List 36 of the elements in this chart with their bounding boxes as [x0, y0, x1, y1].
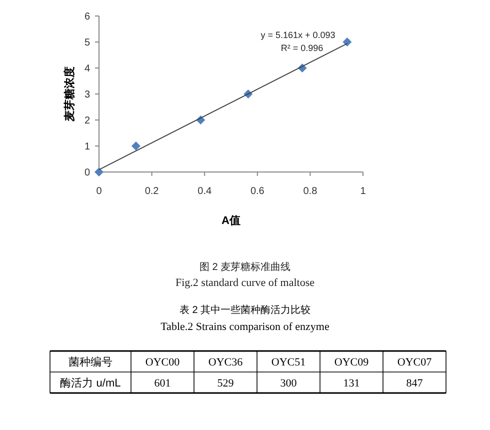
category-label: OYC07 [397, 356, 432, 368]
y-tick-label: 3 [84, 90, 90, 100]
point [131, 142, 140, 150]
caption: Fig.2 standard curve of maltose [176, 277, 315, 289]
data-label: 601 [154, 377, 171, 390]
y-tick-label: 2 [84, 116, 90, 126]
annotation: y = 5.161x + 0.093 [260, 30, 336, 40]
x-axis-title: A值 [222, 215, 240, 227]
category-label: OYC51 [271, 356, 306, 368]
annotation: R² = 0.996 [280, 43, 324, 53]
x-tick-label: 0.6 [250, 186, 265, 197]
y-tick-label: 1 [84, 142, 90, 152]
y-tick-label: 4 [84, 64, 90, 74]
x-tick-label: 0.2 [144, 186, 160, 197]
data-label: 131 [343, 377, 360, 390]
text: 菌种编号 [68, 355, 112, 368]
x-tick-label: 0.4 [198, 186, 212, 197]
caption: 图 2 麦芽糖标准曲线 [199, 261, 291, 273]
y-axis-title: 麦芽糖浓度 [63, 66, 76, 122]
y-tick-label: 6 [84, 12, 90, 22]
point [342, 38, 352, 46]
category-label: OYC36 [208, 356, 244, 368]
category-label: OYC09 [334, 356, 370, 368]
x-tick-label: 1 [360, 186, 366, 197]
y-tick-label: 0 [84, 168, 90, 178]
text: Table.2 Strains comparison of enzyme [160, 321, 330, 333]
data-label: 847 [406, 377, 424, 390]
x-tick-label: 0.8 [303, 186, 318, 197]
y-tick-label: 5 [84, 38, 90, 48]
category-label: OYC00 [145, 356, 180, 368]
text: 酶活力 u/mL [60, 376, 121, 390]
data-label: 300 [280, 377, 298, 390]
point [94, 168, 104, 176]
x-tick-label: 0 [96, 186, 102, 197]
text: 表 2 其中一些菌种酶活力比较 [179, 304, 311, 316]
data-label: 529 [217, 377, 234, 390]
